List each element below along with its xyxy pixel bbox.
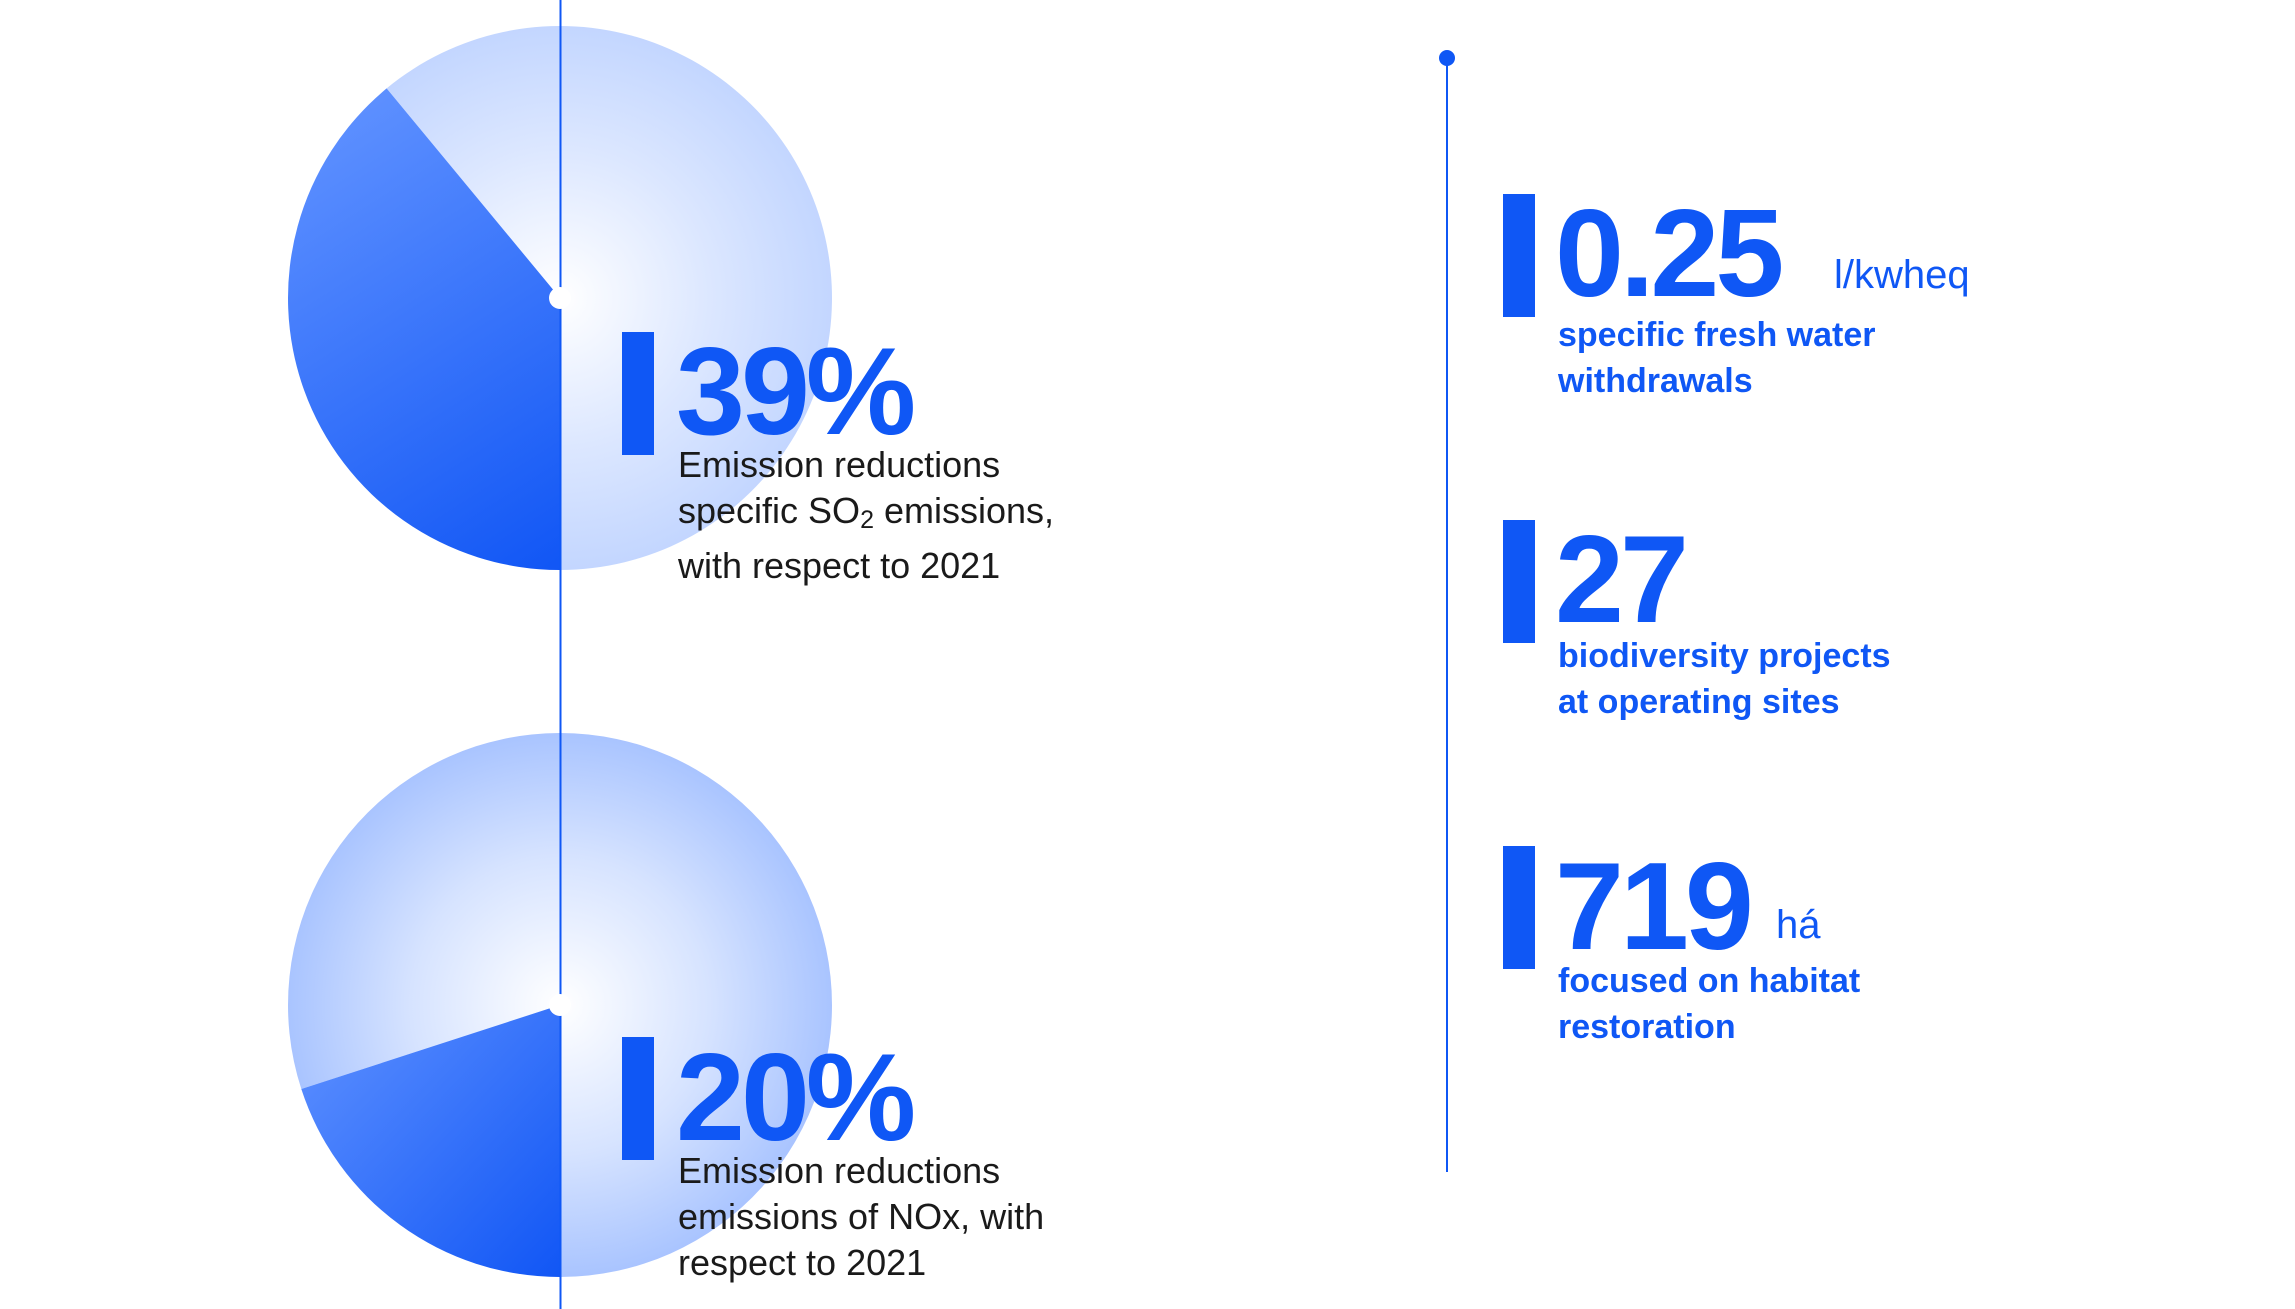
habitat-restoration-unit: há (1776, 903, 1821, 947)
biodiversity-projects-description: biodiversity projects at operating sites (1558, 633, 1891, 725)
biodiversity-projects-value: 27 (1555, 511, 1689, 649)
so2-reduction-description: Emission reductions specific SO2 emissio… (678, 442, 1054, 589)
so2-desc-line-2: specific SO2 emissions, (678, 488, 1054, 543)
pie2-center-dot (549, 994, 571, 1016)
so2-pie-reduction-slice (287, 88, 560, 571)
nox-accent-bar (622, 1037, 654, 1160)
biodiversity-accent-bar (1503, 520, 1535, 643)
water-desc-line-1: specific fresh water (1558, 316, 1876, 354)
habitat-desc-line-1: focused on habitat (1558, 962, 1861, 1000)
timeline-dot (1439, 50, 1455, 66)
habitat-restoration-value: 719 (1555, 838, 1754, 976)
nox-desc-line-3: respect to 2021 (678, 1242, 927, 1283)
biodiversity-desc-line-2: at operating sites (1558, 683, 1840, 721)
so2-desc-line-2-prefix: specific SO (678, 490, 861, 531)
nox-desc-line-2: emissions of NOx, with (678, 1196, 1045, 1237)
water-withdrawal-value: 0.25 (1555, 185, 1784, 323)
water-desc-line-2: withdrawals (1558, 362, 1753, 400)
water-withdrawal-unit: l/kwheq (1834, 253, 1970, 297)
nox-pie-reduction-slice (301, 1005, 560, 1277)
nox-reduction-description: Emission reductions emissions of NOx, wi… (678, 1148, 1044, 1286)
timeline-line (1446, 58, 1448, 1172)
so2-desc-line-1: Emission reductions (678, 444, 1001, 485)
water-withdrawal-description: specific fresh water withdrawals (1558, 312, 1875, 404)
nox-desc-line-1: Emission reductions (678, 1150, 1001, 1191)
so2-pie-chart (287, 25, 832, 571)
biodiversity-desc-line-1: biodiversity projects (1558, 637, 1891, 675)
habitat-restoration-description: focused on habitat restoration (1558, 958, 1860, 1050)
so2-desc-line-3: with respect to 2021 (678, 545, 1001, 586)
so2-subscript: 2 (860, 506, 874, 534)
so2-accent-bar (622, 332, 654, 455)
water-accent-bar (1503, 194, 1535, 317)
habitat-accent-bar (1503, 846, 1535, 969)
so2-pie-remainder-slice (386, 25, 832, 570)
so2-desc-line-2-suffix: emissions, (873, 490, 1055, 531)
so2-reduction-value: 39% (676, 323, 916, 461)
pie1-center-dot (549, 287, 571, 309)
nox-reduction-value: 20% (676, 1029, 916, 1167)
habitat-desc-line-2: restoration (1558, 1008, 1736, 1046)
